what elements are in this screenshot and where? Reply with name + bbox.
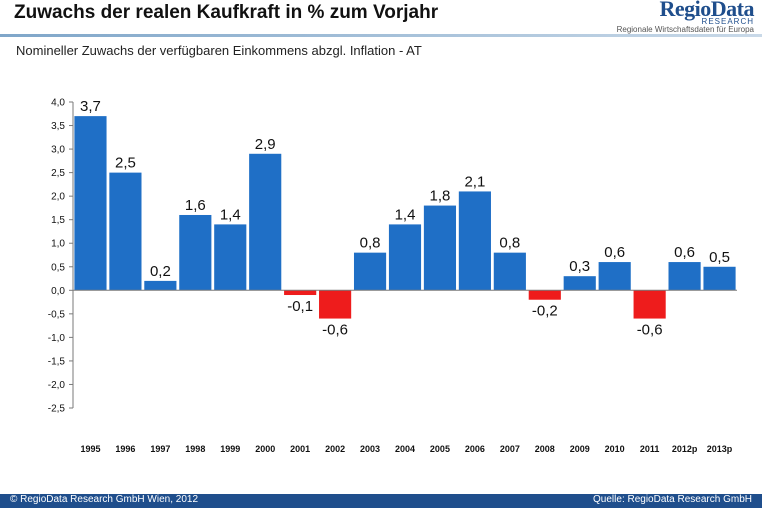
bar	[493, 252, 526, 291]
bar-value-label: 0,8	[499, 235, 520, 252]
logo-wordmark: RegioData	[659, 0, 755, 21]
bar	[703, 266, 736, 291]
x-category-label: 2011	[640, 444, 660, 454]
y-tick-label: 3,5	[51, 121, 65, 132]
bar-value-label: 0,2	[150, 263, 171, 280]
bar	[144, 280, 177, 291]
y-tick-label: 1,5	[51, 215, 65, 226]
bar-value-label: 0,6	[604, 244, 625, 261]
x-category-label: 2009	[570, 444, 590, 454]
bar-value-label: 0,3	[569, 258, 590, 275]
bar-value-label: -0,2	[532, 303, 558, 320]
x-category-label: 2006	[465, 444, 485, 454]
bar-value-label: 0,6	[674, 244, 695, 261]
y-tick-label: 0,5	[51, 262, 65, 273]
bar	[109, 172, 142, 291]
x-category-label: 1996	[115, 444, 135, 454]
bar-value-label: 1,4	[220, 206, 241, 223]
bar-value-label: 3,7	[80, 98, 101, 115]
header: Zuwachs der realen Kaufkraft in % zum Vo…	[0, 0, 762, 37]
bar-value-label: 2,9	[255, 136, 276, 153]
x-category-label: 2012p	[672, 444, 698, 454]
bar	[388, 224, 422, 291]
bar	[598, 262, 631, 291]
y-tick-label: 2,0	[51, 192, 65, 203]
bar-value-label: -0,6	[637, 322, 663, 339]
x-category-label: 2003	[360, 444, 380, 454]
y-tick-label: -1,0	[48, 333, 66, 344]
logo-tagline: Regionale Wirtschaftsdaten für Europa	[616, 25, 754, 34]
bar	[423, 205, 457, 291]
x-category-label: 2005	[430, 444, 450, 454]
bar-value-label: 0,8	[360, 235, 381, 252]
header-divider	[0, 34, 762, 37]
x-category-label: 1995	[80, 444, 100, 454]
x-category-label: 2004	[395, 444, 415, 454]
bar	[458, 191, 491, 291]
regiodata-logo: RegioData RESEARCH Regionale Wirtschafts…	[594, 0, 755, 34]
bar-value-label: 1,4	[395, 206, 416, 223]
x-category-label: 1997	[150, 444, 170, 454]
x-category-label: 2013p	[707, 444, 733, 454]
bar-chart: 4,0 3,5 3,0 2,5 2,0 1,5 1,0 0,5 0,0 -0,5 -1,0 -1,5 -…	[48, 98, 737, 454]
chart-subtitle: Nomineller Zuwachs der verfügbaren Einko…	[16, 43, 422, 58]
y-tick-label: 4,0	[51, 98, 65, 109]
bar-value-label: 2,1	[464, 173, 485, 190]
bar-value-label: 2,5	[115, 155, 136, 172]
x-category-label: 2000	[255, 444, 275, 454]
bar	[528, 290, 561, 300]
bar	[668, 262, 701, 291]
footer-bar	[0, 494, 762, 508]
y-tick-label: -1,5	[48, 356, 66, 367]
x-category-label: 2007	[500, 444, 520, 454]
y-tick-label: -2,0	[48, 380, 66, 391]
bar	[214, 224, 247, 291]
y-tick-label: 1,0	[51, 239, 65, 250]
x-category-label: 2002	[325, 444, 345, 454]
x-category-label: 1999	[220, 444, 240, 454]
y-tick-label: -0,5	[48, 309, 66, 320]
logo-subtext: RESEARCH	[701, 17, 754, 26]
y-tick-label: -2,5	[48, 404, 66, 415]
y-tick-label: 2,5	[51, 168, 65, 179]
page-title: Zuwachs der realen Kaufkraft in % zum Vo…	[14, 2, 439, 23]
footer-source: Quelle: RegioData Research GmbH	[593, 494, 752, 505]
bar	[284, 290, 317, 296]
x-category-label: 2001	[290, 444, 310, 454]
bar-value-label: -0,6	[322, 322, 348, 339]
bar	[179, 214, 212, 291]
x-category-label: 1998	[185, 444, 205, 454]
bar	[633, 290, 666, 319]
x-category-label: 2010	[605, 444, 625, 454]
y-tick-label: 3,0	[51, 145, 65, 156]
bar	[563, 276, 596, 291]
bar-value-label: 1,6	[185, 197, 206, 214]
bar	[319, 290, 352, 319]
bar-value-label: -0,1	[287, 298, 313, 315]
x-category-label: 2008	[535, 444, 555, 454]
bar	[353, 252, 387, 291]
footer-copyright: © RegioData Research GmbH Wien, 2012	[10, 494, 199, 505]
bar	[249, 153, 282, 291]
bar	[74, 116, 107, 291]
bar-value-label: 0,5	[709, 249, 730, 266]
y-tick-label: 0,0	[51, 286, 65, 297]
bar-value-label: 1,8	[430, 188, 451, 205]
